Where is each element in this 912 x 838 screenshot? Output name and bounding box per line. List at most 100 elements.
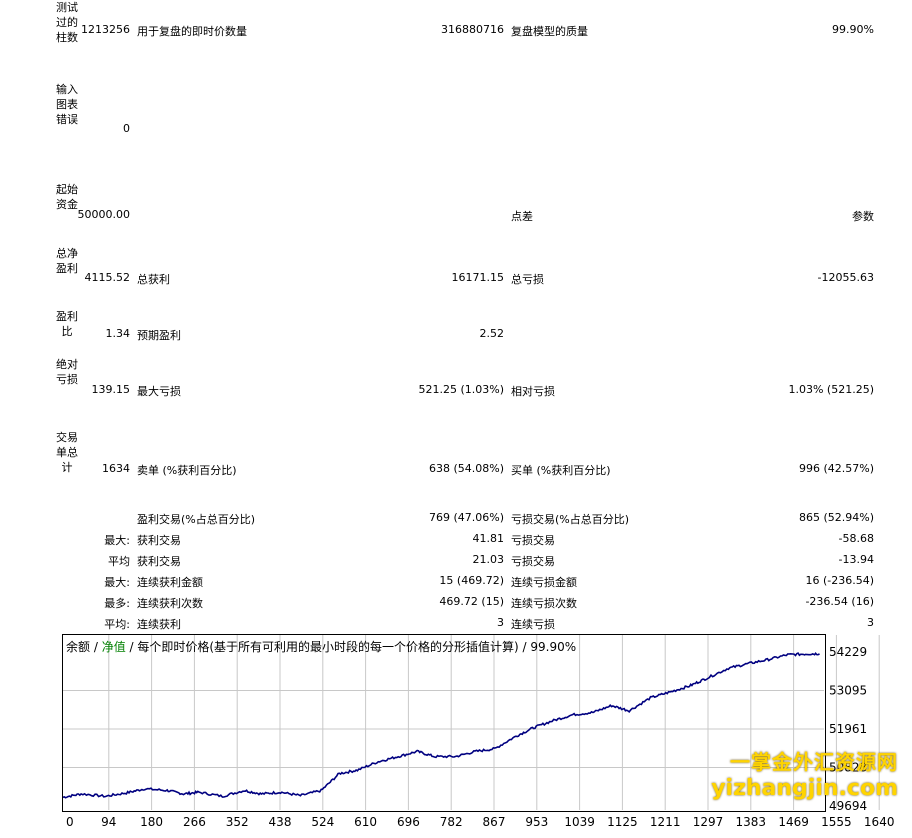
label-bars-tested: 测试过的柱数 [56,1,78,44]
loss-trades-value: 865 (52.94%) [798,511,874,524]
x-tick-label: 438 [269,815,292,829]
expected-payoff-value: 2.52 [479,327,505,340]
x-tick-label: 1555 [821,815,852,829]
x-tick-label: 0 [66,815,74,829]
average-loss-trade-label: 亏损交易 [511,555,555,568]
x-tick-label: 782 [440,815,463,829]
avg-consecutive-wins-value: 3 [497,616,504,629]
label-initial-deposit: 起始资金 [56,183,78,211]
x-tick-label: 1039 [564,815,595,829]
profit-factor-value: 1.34 [105,327,131,340]
avg-consecutive-losses-value: 3 [867,616,874,629]
watermark-title: 一掌金外汇资源网 [730,750,898,774]
avg-consecutive-prefix: 平均: [104,618,130,631]
maximal-consecutive-profit-value: 469.72 (15) [439,595,504,608]
y-tick-label: 51961 [829,722,867,736]
x-tick-label: 867 [483,815,506,829]
initial-deposit-value: 50000.00 [77,208,131,221]
max-consecutive-wins-label: 连续获利金额 [137,576,203,589]
maximal-drawdown-value: 521.25 (1.03%) [418,383,504,396]
legend-separator: / [90,640,102,654]
largest-loss-trade-label: 亏损交易 [511,534,555,547]
spread-label: 点差 [511,210,533,223]
total-trades-value: 1634 [102,462,130,475]
label-profit-factor: 盈利比 [56,310,78,338]
max-consecutive-wins-value: 15 (469.72) [439,574,504,587]
largest-prefix: 最大: [104,534,130,547]
loss-trades-label: 亏损交易(%占总百分比) [511,513,630,526]
gross-loss-value: -12055.63 [817,271,874,284]
maximal-consecutive-loss-label: 连续亏损次数 [511,597,577,610]
relative-drawdown-value: 1.03% (521.25) [788,383,874,396]
maximal-drawdown-label: 最大亏损 [137,385,181,398]
short-positions-label: 卖单 (%获利百分比) [137,464,237,477]
chart-description: / 每个即时价格(基于所有可利用的最小时段的每一个价格的分形插值计算) / 99… [126,639,576,654]
short-positions-value: 638 (54.08%) [428,462,504,475]
x-tick-label: 1125 [607,815,638,829]
bars-tested-value: 1213256 [81,23,130,36]
x-tick-label: 352 [226,815,249,829]
ticks-modelled-label: 用于复盘的即时价数量 [137,25,247,38]
gross-loss-label: 总亏损 [511,273,544,286]
largest-profit-trade-value: 41.81 [472,532,505,545]
x-tick-label: 266 [183,815,206,829]
gross-profit-value: 16171.15 [451,271,505,284]
average-profit-trade-value: 21.03 [472,553,505,566]
expected-payoff-label: 预期盈利 [137,329,181,342]
equity-legend: 净值 [102,639,126,654]
balance-legend: 余额 [66,639,90,654]
largest-profit-trade-label: 获利交易 [137,534,181,547]
x-tick-label: 94 [101,815,116,829]
average-profit-trade-label: 获利交易 [137,555,181,568]
x-axis-ticks: 0 94 180 266 352 438 524 610 696 782 867 953 1039 112… [66,815,894,829]
net-profit-value: 4115.52 [84,271,131,284]
chart-errors-value: 0 [123,122,130,135]
x-tick-label: 1211 [650,815,681,829]
largest-loss-trade-value: -58.68 [838,532,874,545]
maximal-prefix: 最多: [104,597,130,610]
label-total-trades: 交易单总计 [56,431,78,474]
long-positions-value: 996 (42.57%) [798,462,874,475]
maximal-consecutive-profit-label: 连续获利次数 [137,597,203,610]
modelling-quality-label: 复盘模型的质量 [511,25,588,38]
svg-text:余额 / 净值 / 每个即时价格(基于所有可利用的最小时段的: 余额 / 净值 / 每个即时价格(基于所有可利用的最小时段的每一个价格的分形插值… [66,639,576,654]
ticks-modelled-value: 316880716 [441,23,504,36]
chart-grid [63,635,880,810]
x-tick-label: 180 [140,815,163,829]
long-positions-label: 买单 (%获利百分比) [511,464,611,477]
avg-consecutive-losses-label: 连续亏损 [511,618,555,631]
x-tick-label: 1640 [864,815,895,829]
watermark-url: yizhangjin.com [711,776,898,801]
gross-profit-label: 总获利 [137,273,170,286]
profit-trades-value: 769 (47.06%) [428,511,504,524]
average-prefix: 平均 [108,555,130,568]
y-tick-label: 49694 [829,799,867,813]
maximum-prefix: 最大: [104,576,130,589]
max-consecutive-losses-label: 连续亏损金额 [511,576,577,589]
y-tick-label: 54229 [829,645,867,659]
avg-consecutive-wins-label: 连续获利 [137,618,181,631]
maximal-consecutive-loss-value: -236.54 (16) [805,595,874,608]
x-tick-label: 1297 [693,815,724,829]
x-tick-label: 953 [525,815,548,829]
absolute-drawdown-value: 139.15 [91,383,131,396]
x-tick-label: 524 [311,815,334,829]
x-tick-label: 696 [397,815,420,829]
max-consecutive-losses-value: 16 (-236.54) [805,574,874,587]
y-tick-label: 53095 [829,684,867,698]
modelling-quality-value: 99.90% [832,23,874,36]
balance-series-line [62,651,820,799]
label-absolute-drawdown: 绝对亏损 [56,358,78,386]
spread-value: 参数 [852,210,874,223]
profit-trades-label: 盈利交易(%占总百分比) [137,513,256,526]
label-chart-errors: 输入图表错误 [56,83,78,126]
x-tick-label: 1383 [736,815,767,829]
x-tick-label: 610 [354,815,377,829]
label-net-profit: 总净盈利 [56,247,78,275]
x-tick-label: 1469 [778,815,809,829]
relative-drawdown-label: 相对亏损 [511,385,555,398]
y-tick-label: 50828 [829,760,867,774]
y-axis-ticks: 54229 53095 51961 50828 49694 [829,645,867,813]
average-loss-trade-value: -13.94 [838,553,874,566]
balance-chart: 54229 53095 51961 50828 49694 0 94 180 266 352 43… [62,634,894,829]
